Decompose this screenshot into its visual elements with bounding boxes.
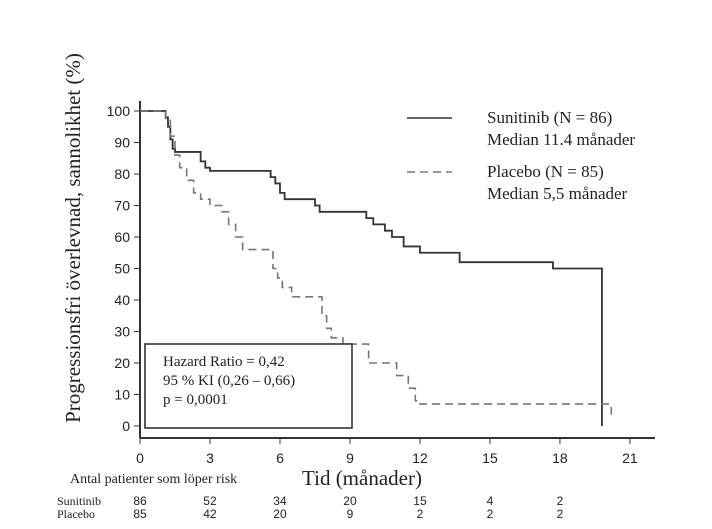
hazard-ratio-box: Hazard Ratio = 0,42 95 % KI (0,26 – 0,66)… (144, 343, 353, 429)
curves (140, 110, 613, 426)
risk-value: 86 (133, 494, 147, 508)
annotation-box (144, 343, 353, 429)
y-tick-label: 90 (114, 135, 130, 151)
annotation-line: p = 0,0001 (163, 392, 228, 408)
x-tick-label: 18 (552, 450, 568, 466)
y-axis-label: Progressionsfri överlevnad, sannolikhet … (61, 53, 85, 423)
risk-value: 9 (347, 507, 354, 521)
y-tick-label: 10 (114, 387, 130, 403)
y-tick-label: 100 (107, 103, 131, 119)
y-tick-label: 40 (114, 292, 130, 308)
risk-row-name: Sunitinib (57, 494, 101, 508)
annotation-line: Hazard Ratio = 0,42 (163, 354, 285, 370)
risk-value: 20 (343, 494, 357, 508)
legend-label: Placebo (N = 85) (487, 162, 604, 181)
y-tick-label: 70 (114, 198, 130, 214)
x-tick-label: 6 (276, 450, 284, 466)
y-tick-label: 60 (114, 229, 130, 245)
series-line-placebo (140, 110, 613, 417)
risk-value: 2 (417, 507, 424, 521)
y-tick-label: 50 (114, 261, 130, 277)
risk-value: 42 (203, 507, 217, 521)
y-tick-label: 20 (114, 355, 130, 371)
risk-value: 2 (487, 507, 494, 521)
y-tick-label: 0 (122, 418, 130, 434)
x-tick-label: 15 (482, 450, 498, 466)
legend-median: Median 5,5 månader (487, 184, 628, 203)
risk-row-name: Placebo (57, 507, 95, 521)
x-tick-label: 12 (412, 450, 428, 466)
risk-value: 15 (413, 494, 427, 508)
risk-value: 34 (273, 494, 287, 508)
x-tick-label: 9 (346, 450, 354, 466)
x-tick-label: 3 (206, 450, 214, 466)
legend-label: Sunitinib (N = 86) (487, 108, 612, 127)
risk-value: 2 (557, 507, 564, 521)
x-tick-label: 0 (136, 450, 144, 466)
risk-table-title: Antal patienter som löper risk (70, 472, 237, 487)
risk-value: 4 (487, 494, 494, 508)
series-line-sunitinib (140, 110, 603, 426)
y-tick-label: 30 (114, 324, 130, 340)
x-axis-label: Tid (månader) (302, 466, 422, 490)
y-tick-label: 80 (114, 166, 130, 182)
risk-value: 52 (203, 494, 217, 508)
x-tick-label: 21 (622, 450, 638, 466)
legend: Sunitinib (N = 86) Median 11.4 månader Pla… (407, 108, 635, 203)
risk-value: 2 (557, 494, 564, 508)
risk-value: 20 (273, 507, 287, 521)
risk-table: Antal patienter som löper risk Sunitinib 8… (57, 472, 564, 521)
risk-value: 85 (133, 507, 147, 521)
axes: 0 10 20 30 40 50 60 70 80 90 100 0 3 6 9 12 15 18 21 Progre… (61, 53, 655, 490)
annotation-line: 95 % KI (0,26 – 0,66) (163, 373, 295, 389)
legend-median: Median 11.4 månader (487, 130, 635, 149)
